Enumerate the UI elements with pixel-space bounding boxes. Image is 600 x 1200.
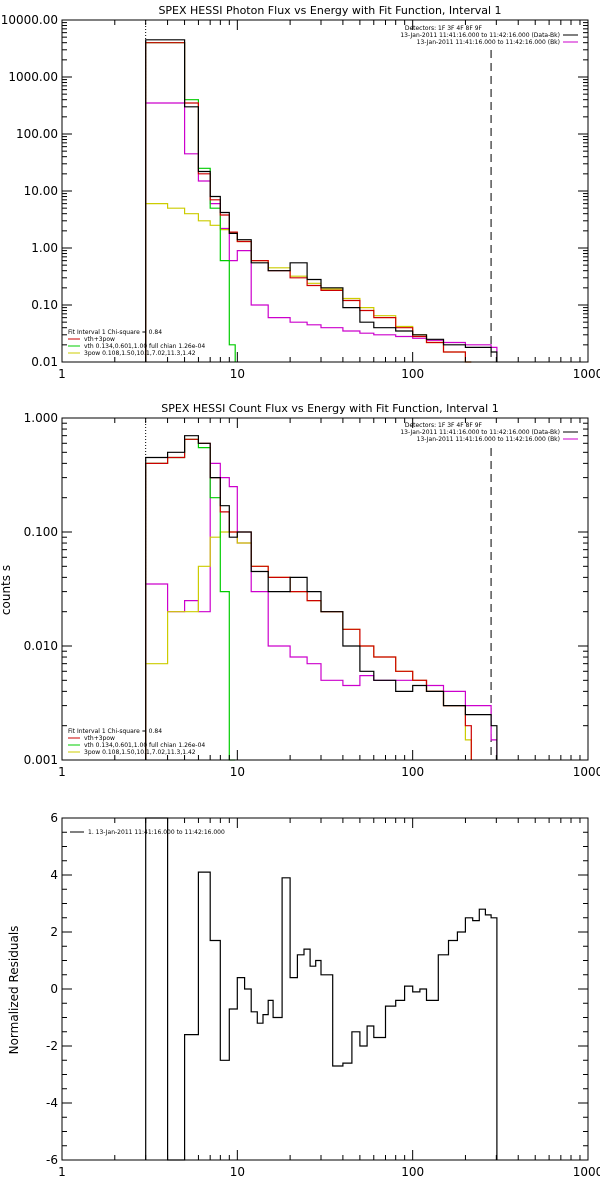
legend-bk: 13-Jan-2011 11:41:16.000 to 11:42:16.000… [417, 39, 560, 46]
photon-flux-plot-area [145, 20, 498, 363]
count-flux-axes-frame [61, 417, 589, 761]
legend-3pow: 3pow 0.108,1.50,10.1,7.02,11.3,1.42 [84, 749, 196, 756]
y-tick-label: 6 [50, 811, 58, 825]
series-vth-3pow [145, 438, 472, 760]
y-tick-label: 2 [50, 925, 58, 939]
x-tick-label: 100 [401, 765, 424, 779]
x-tick-label: 100 [401, 1165, 424, 1179]
y-tick-label: 1000.00 [8, 70, 58, 84]
series-1-13-jan-2011-11-41-16-000-to-11-42-16-000 [145, 817, 498, 1161]
series-vth [145, 438, 236, 761]
residuals-legend: 1. 13-Jan-2011 11:41:16.000 to 11:42:16.… [70, 829, 225, 836]
count-flux-panel: SPEX HESSI Count Flux vs Energy with Fit… [0, 402, 600, 779]
y-tick-label: 1.000 [24, 411, 58, 425]
legend-vth3pow: vth+3pow [84, 336, 115, 343]
x-tick-label: 10 [230, 367, 245, 381]
series-data-bk [145, 39, 498, 362]
x-tick-label: 1000 [573, 1165, 600, 1179]
y-tick-label: 100.00 [16, 127, 58, 141]
y-tick-label: 0.10 [31, 298, 58, 312]
y-tick-label: 10000.00 [1, 13, 58, 27]
y-tick-label: 4 [50, 868, 58, 882]
y-tick-label: 0.001 [24, 753, 58, 767]
residuals-ylabel: Normalized Residuals [7, 926, 21, 1055]
x-tick-label: 1 [58, 367, 66, 381]
x-tick-label: 10 [230, 765, 245, 779]
photon-flux-panel: SPEX HESSI Photon Flux vs Energy with Fi… [1, 4, 600, 381]
legend-detectors: Detectors: 1F 3F 4F 8F 9F [405, 25, 483, 32]
photon-flux-title: SPEX HESSI Photon Flux vs Energy with Fi… [158, 4, 501, 17]
legend-data-bk: 13-Jan-2011 11:41:16.000 to 11:42:16.000… [400, 429, 560, 436]
residuals-panel: Normalized Residuals 1 10 100 1000 -6 -4 -2 0 2 4… [7, 811, 600, 1179]
photon-flux-legend-right: Detectors: 1F 3F 4F 8F 9F 13-Jan-2011 11… [400, 25, 578, 46]
y-tick-label: -2 [46, 1039, 58, 1053]
y-tick-label: 0.010 [24, 639, 58, 653]
series-vth-3pow [145, 42, 472, 363]
legend-vth: vth 0.134,0.601,1.00 full chian 1.26e-04 [84, 742, 205, 749]
legend-vth3pow: vth+3pow [84, 735, 115, 742]
y-tick-label: 1.00 [31, 241, 58, 255]
y-tick-label: 10.00 [24, 184, 58, 198]
y-tick-label: -4 [46, 1096, 58, 1110]
count-flux-legend-right: Detectors: 1F 3F 4F 8F 9F 13-Jan-2011 11… [400, 422, 578, 443]
residuals-ticks: 1 10 100 1000 -6 -4 -2 0 2 4 6 [46, 811, 600, 1179]
count-flux-plot-area [145, 418, 498, 761]
series-bk [145, 462, 498, 760]
count-flux-ylabel: counts s [0, 565, 13, 615]
legend-fit-interval: Fit Interval 1 Chi-square = 0.84 [68, 329, 162, 336]
x-tick-label: 1 [58, 1165, 66, 1179]
y-tick-label: 0 [50, 982, 58, 996]
x-tick-label: 100 [401, 367, 424, 381]
legend-data-bk: 13-Jan-2011 11:41:16.000 to 11:42:16.000… [400, 32, 560, 39]
count-flux-ticks: 1 10 100 1000 0.001 0.010 0.100 1.000 [24, 411, 600, 779]
residuals-plot-area [145, 817, 498, 1161]
photon-flux-legend-left: Fit Interval 1 Chi-square = 0.84 vth+3po… [68, 329, 205, 357]
legend-3pow: 3pow 0.108,1.50,10.1,7.02,11.3,1.42 [84, 350, 196, 357]
y-tick-label: -6 [46, 1153, 58, 1167]
x-tick-label: 10 [230, 1165, 245, 1179]
count-flux-legend-left: Fit Interval 1 Chi-square = 0.84 vth+3po… [68, 728, 205, 756]
x-tick-label: 1000 [573, 367, 600, 381]
x-tick-label: 1000 [573, 765, 600, 779]
x-tick-label: 1 [58, 765, 66, 779]
series-vth [145, 42, 236, 362]
legend-detectors: Detectors: 1F 3F 4F 8F 9F [405, 422, 483, 429]
series-3pow [145, 531, 472, 760]
legend-vth: vth 0.134,0.601,1.00 full chian 1.26e-04 [84, 343, 205, 350]
count-flux-title: SPEX HESSI Count Flux vs Energy with Fit… [161, 402, 498, 415]
residuals-axes-frame [61, 817, 589, 1161]
photon-flux-axes-frame [61, 19, 589, 363]
series-data-bk [145, 435, 498, 760]
y-tick-label: 0.01 [31, 355, 58, 369]
legend-fit-interval: Fit Interval 1 Chi-square = 0.84 [68, 728, 162, 735]
photon-flux-ticks: 1 10 100 1000 0.01 0.10 1.00 10.00 100.00 1000.00… [1, 13, 600, 381]
y-tick-label: 0.100 [24, 525, 58, 539]
legend-interval: 1. 13-Jan-2011 11:41:16.000 to 11:42:16.… [88, 829, 225, 836]
legend-bk: 13-Jan-2011 11:41:16.000 to 11:42:16.000… [417, 436, 560, 443]
